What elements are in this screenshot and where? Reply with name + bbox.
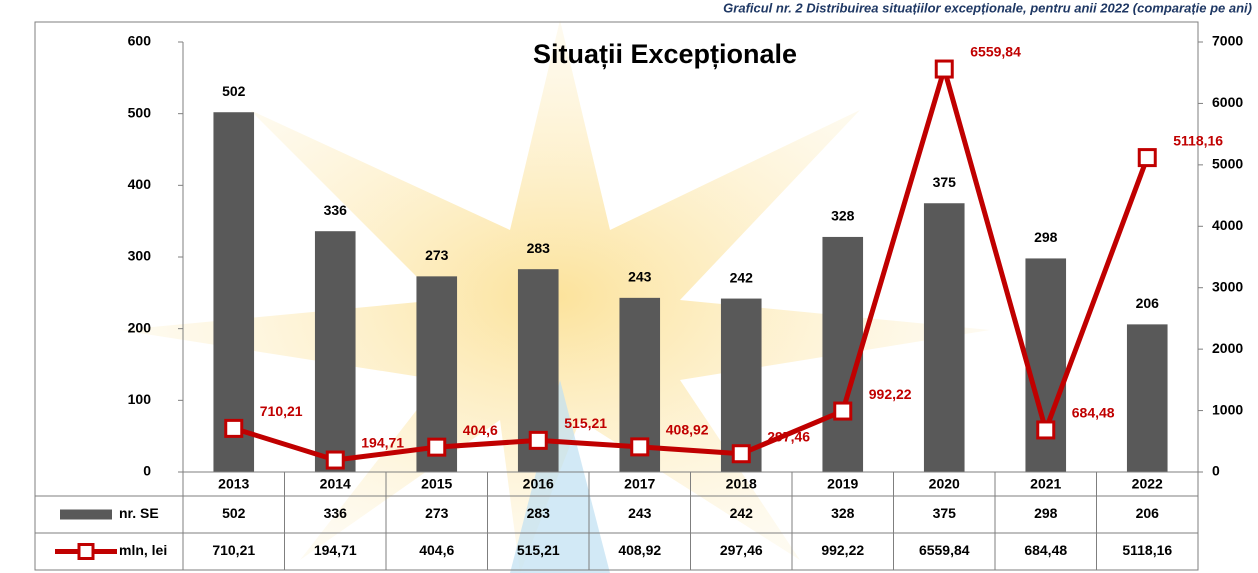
y2-tick-label: 7000 [1212, 33, 1243, 49]
x-tick-label: 2016 [523, 476, 554, 492]
table-cell: 375 [933, 505, 957, 521]
line-marker [325, 450, 345, 470]
x-tick-label: 2020 [929, 476, 960, 492]
table-cell: 273 [425, 505, 449, 521]
line-value-label: 5118,16 [1173, 132, 1223, 148]
bar-value-label: 502 [222, 83, 246, 99]
line-value-label: 515,21 [564, 415, 607, 431]
table-cell: 992,22 [821, 542, 864, 558]
y2-tick-label: 5000 [1212, 156, 1243, 172]
x-tick-label: 2013 [218, 476, 249, 492]
y-tick-label: 100 [128, 391, 152, 407]
line-value-label: 992,22 [869, 386, 912, 402]
y-tick-label: 300 [128, 248, 152, 264]
table-cell: 243 [628, 505, 652, 521]
line-value-label: 194,71 [361, 435, 404, 451]
bar-value-label: 206 [1136, 295, 1160, 311]
bar-value-label: 283 [527, 240, 551, 256]
bar [1126, 324, 1168, 472]
x-tick-label: 2014 [320, 476, 351, 492]
table-cell: 502 [222, 505, 246, 521]
bar-value-label: 336 [324, 202, 348, 218]
y-tick-label: 200 [128, 319, 152, 335]
legend-key [77, 543, 95, 560]
table-cell: 336 [324, 505, 348, 521]
legend-key [60, 509, 112, 520]
legend-label: mln, lei [119, 542, 167, 558]
bar [1025, 258, 1067, 472]
x-tick-label: 2017 [624, 476, 655, 492]
bar [822, 236, 864, 472]
line-marker [833, 401, 853, 421]
x-tick-label: 2022 [1132, 476, 1163, 492]
y-tick-label: 500 [128, 104, 152, 120]
table-cell: 6559,84 [919, 542, 970, 558]
bar-value-label: 298 [1034, 229, 1058, 245]
line-marker [630, 437, 650, 457]
table-cell: 297,46 [720, 542, 763, 558]
x-tick-label: 2018 [726, 476, 757, 492]
table-cell: 710,21 [212, 542, 255, 558]
table-cell: 206 [1136, 505, 1160, 521]
table-cell: 684,48 [1024, 542, 1067, 558]
legend-label: nr. SE [119, 505, 159, 521]
chart-title: Situații Excepționale [533, 39, 797, 69]
line-value-label: 6559,84 [970, 44, 1021, 60]
line-value-label: 710,21 [260, 403, 303, 419]
y2-tick-label: 6000 [1212, 94, 1243, 110]
table-cell: 298 [1034, 505, 1058, 521]
background-blue [510, 380, 610, 573]
y-tick-label: 0 [143, 463, 151, 479]
table-cell: 408,92 [618, 542, 661, 558]
y2-tick-label: 4000 [1212, 217, 1243, 233]
bar [314, 231, 356, 472]
x-tick-label: 2015 [421, 476, 452, 492]
line-value-label: 404,6 [463, 422, 498, 438]
bar [923, 203, 965, 472]
line-value-label: 297,46 [767, 428, 810, 444]
bar-value-label: 328 [831, 208, 855, 224]
bar [720, 298, 762, 472]
line-value-label: 408,92 [666, 422, 709, 438]
bar-value-label: 273 [425, 247, 449, 263]
line-marker [934, 59, 954, 79]
x-tick-label: 2019 [827, 476, 858, 492]
line-value-label: 684,48 [1072, 405, 1115, 421]
table-cell: 242 [730, 505, 754, 521]
table-cell: 328 [831, 505, 855, 521]
bar-value-label: 375 [933, 174, 957, 190]
table-cell: 194,71 [314, 542, 357, 558]
y2-tick-label: 2000 [1212, 340, 1243, 356]
y2-tick-label: 3000 [1212, 278, 1243, 294]
line-marker [1036, 420, 1056, 440]
line-marker [224, 418, 244, 438]
x-tick-label: 2021 [1030, 476, 1061, 492]
bar-value-label: 243 [628, 269, 652, 285]
line [233, 66, 1150, 463]
bar [213, 112, 255, 472]
bar-value-label: 242 [730, 269, 754, 285]
line-marker [1137, 148, 1157, 168]
table-cell: 283 [527, 505, 551, 521]
line-marker [427, 437, 447, 457]
y2-tick-label: 1000 [1212, 401, 1243, 417]
line-marker [528, 430, 548, 450]
y2-tick-label: 0 [1212, 463, 1220, 479]
caption: Graficul nr. 2 Distribuirea situațiilor … [723, 0, 1252, 15]
table-cell: 404,6 [419, 542, 454, 558]
y-tick-label: 600 [128, 33, 152, 49]
y-tick-label: 400 [128, 176, 152, 192]
table-cell: 5118,16 [1122, 542, 1172, 558]
line-marker [731, 444, 751, 464]
table-cell: 515,21 [517, 542, 560, 558]
